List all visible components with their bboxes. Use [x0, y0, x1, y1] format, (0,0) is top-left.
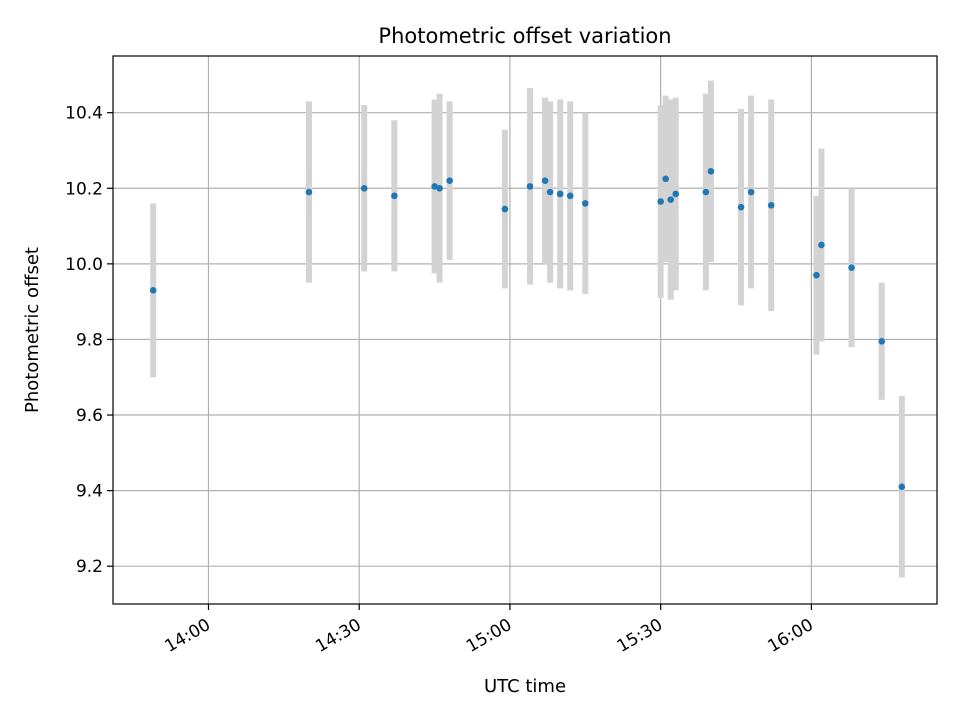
chart-title: Photometric offset variation: [378, 24, 671, 48]
data-point: [898, 483, 906, 491]
x-axis-label: UTC time: [484, 676, 566, 697]
data-point: [526, 183, 534, 190]
error-bars: [150, 80, 905, 578]
x-tick-label: 16:00: [764, 615, 816, 657]
data-point: [818, 241, 825, 249]
data-point: [702, 188, 710, 196]
plot-frame: [112, 55, 938, 605]
data-point: [149, 287, 157, 294]
y-tick-label: 10.4: [65, 104, 103, 124]
data-point: [737, 203, 745, 211]
x-tick-label: 15:30: [614, 615, 666, 657]
data-point: [546, 188, 554, 196]
data-point: [566, 192, 574, 200]
x-tick-label: 14:30: [312, 615, 364, 657]
x-tick-label: 15:00: [463, 615, 515, 657]
data-point: [431, 183, 438, 190]
data-point: [848, 264, 855, 271]
y-tick-label: 9.2: [76, 557, 103, 577]
data-point: [446, 177, 453, 185]
data-point: [305, 188, 313, 196]
y-tick-label: 9.4: [76, 482, 103, 502]
x-axis-ticks: 14:00 14:30 15:00 15:30 16:00: [162, 604, 817, 657]
x-tick-label: 14:00: [162, 615, 214, 657]
data-point: [360, 184, 368, 192]
data-point: [767, 201, 775, 209]
data-point: [878, 338, 886, 345]
data-points: [149, 167, 906, 491]
data-point: [541, 177, 549, 185]
data-point: [391, 192, 398, 200]
y-tick-label: 10.0: [65, 255, 103, 275]
data-point: [662, 175, 669, 183]
data-point: [672, 190, 680, 198]
y-tick-label: 10.2: [65, 179, 103, 199]
y-tick-label: 9.8: [76, 330, 103, 350]
data-point: [813, 271, 820, 279]
y-axis-ticks: 9.2 9.4 9.6 9.8 10.0 10.2 10.4: [65, 104, 113, 577]
data-point: [747, 188, 755, 196]
y-tick-label: 9.6: [76, 406, 103, 426]
data-point: [707, 167, 715, 175]
data-point: [667, 196, 675, 203]
y-axis-label: Photometric offset: [22, 247, 43, 413]
data-point: [501, 205, 509, 213]
data-point: [556, 190, 564, 198]
data-point: [657, 198, 664, 205]
data-point: [436, 184, 443, 192]
grid: [113, 56, 937, 604]
data-point: [581, 200, 589, 207]
